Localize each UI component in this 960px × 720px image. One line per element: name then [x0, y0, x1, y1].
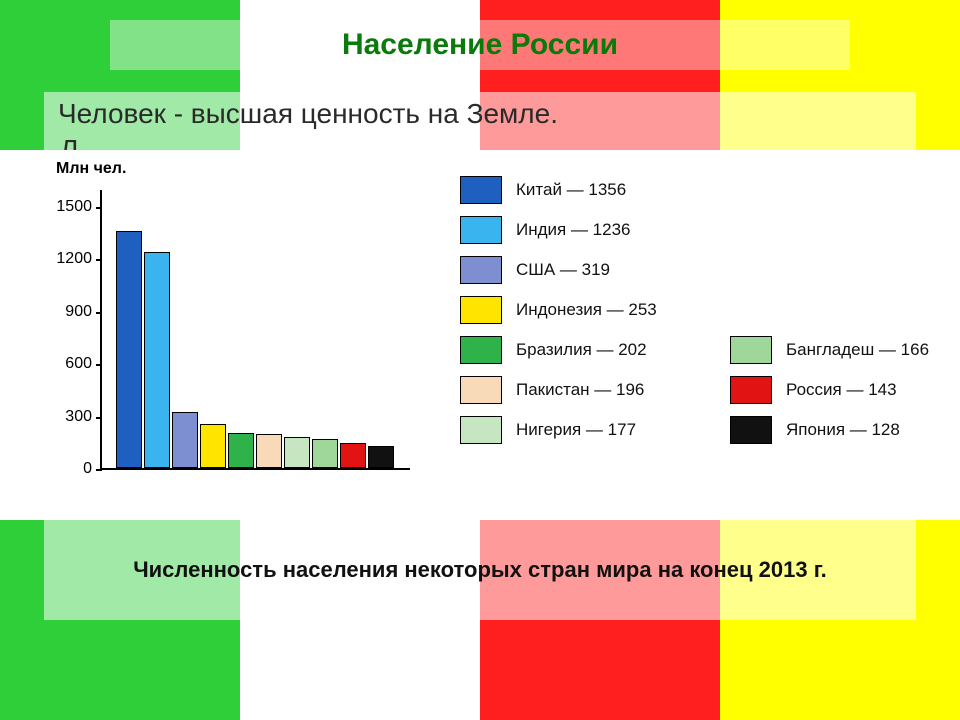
chart-plot — [100, 190, 410, 470]
legend-column: Бангладеш — 166 Россия — 143 Япония — 128 — [730, 330, 929, 450]
page-title: Население России — [342, 28, 618, 62]
y-tick-label: 0 — [44, 460, 92, 478]
legend-swatch — [460, 416, 502, 444]
y-tick — [96, 207, 102, 209]
title-band: Население России — [110, 20, 850, 70]
slide: Население России Человек - высшая ценнос… — [0, 0, 960, 720]
bar-4 — [228, 433, 254, 468]
y-axis-title: Млн чел. — [56, 160, 126, 178]
legend-item: Пакистан — 196 — [460, 370, 657, 410]
y-tick-label: 300 — [44, 408, 92, 426]
y-tick — [96, 417, 102, 419]
legend-swatch — [730, 376, 772, 404]
y-tick — [96, 469, 102, 471]
legend-label: США — 319 — [516, 260, 610, 280]
bar-6 — [284, 437, 310, 468]
legend-swatch — [730, 336, 772, 364]
y-tick — [96, 312, 102, 314]
legend-item: Индия — 1236 — [460, 210, 657, 250]
bar-7 — [312, 439, 338, 468]
legend-item: Индонезия — 253 — [460, 290, 657, 330]
bar-3 — [200, 424, 226, 468]
legend-label: Япония — 128 — [786, 420, 900, 440]
bar-8 — [340, 443, 366, 468]
caption-text: Численность населения некоторых стран ми… — [133, 556, 827, 584]
legend-swatch — [460, 256, 502, 284]
legend-swatch — [460, 216, 502, 244]
bar-2 — [172, 412, 198, 468]
chart-panel: Млн чел. Китай — 1356 Индия — 1236 США — 3… — [0, 150, 960, 520]
y-tick-label: 1500 — [44, 198, 92, 216]
legend-label: Пакистан — 196 — [516, 380, 644, 400]
bar-1 — [144, 252, 170, 468]
legend-label: Бангладеш — 166 — [786, 340, 929, 360]
legend-label: Индонезия — 253 — [516, 300, 657, 320]
legend-item: Россия — 143 — [730, 370, 929, 410]
y-tick-label: 1200 — [44, 250, 92, 268]
legend-label: Бразилия — 202 — [516, 340, 647, 360]
legend-item: США — 319 — [460, 250, 657, 290]
subtitle-text: Человек - высшая ценность на Земле. — [58, 98, 558, 130]
y-tick-label: 900 — [44, 303, 92, 321]
bar-9 — [368, 446, 394, 468]
legend-item: Бразилия — 202 — [460, 330, 657, 370]
legend-item: Бангладеш — 166 — [730, 330, 929, 370]
legend-item: Китай — 1356 — [460, 170, 657, 210]
y-tick — [96, 259, 102, 261]
legend-item: Нигерия — 177 — [460, 410, 657, 450]
legend-label: Индия — 1236 — [516, 220, 631, 240]
subtitle-band: Человек - высшая ценность на Земле. — [44, 92, 916, 156]
caption-band: Численность населения некоторых стран ми… — [44, 520, 916, 620]
legend-label: Китай — 1356 — [516, 180, 626, 200]
legend-swatch — [460, 336, 502, 364]
legend-swatch — [460, 376, 502, 404]
legend-swatch — [460, 296, 502, 324]
legend-label: Нигерия — 177 — [516, 420, 636, 440]
bar-5 — [256, 434, 282, 468]
y-tick-label: 600 — [44, 355, 92, 373]
legend-item: Япония — 128 — [730, 410, 929, 450]
y-tick — [96, 364, 102, 366]
legend-swatch — [730, 416, 772, 444]
legend-swatch — [460, 176, 502, 204]
legend-column: Китай — 1356 Индия — 1236 США — 319 Индонез… — [460, 170, 657, 450]
legend-label: Россия — 143 — [786, 380, 897, 400]
bar-0 — [116, 231, 142, 468]
